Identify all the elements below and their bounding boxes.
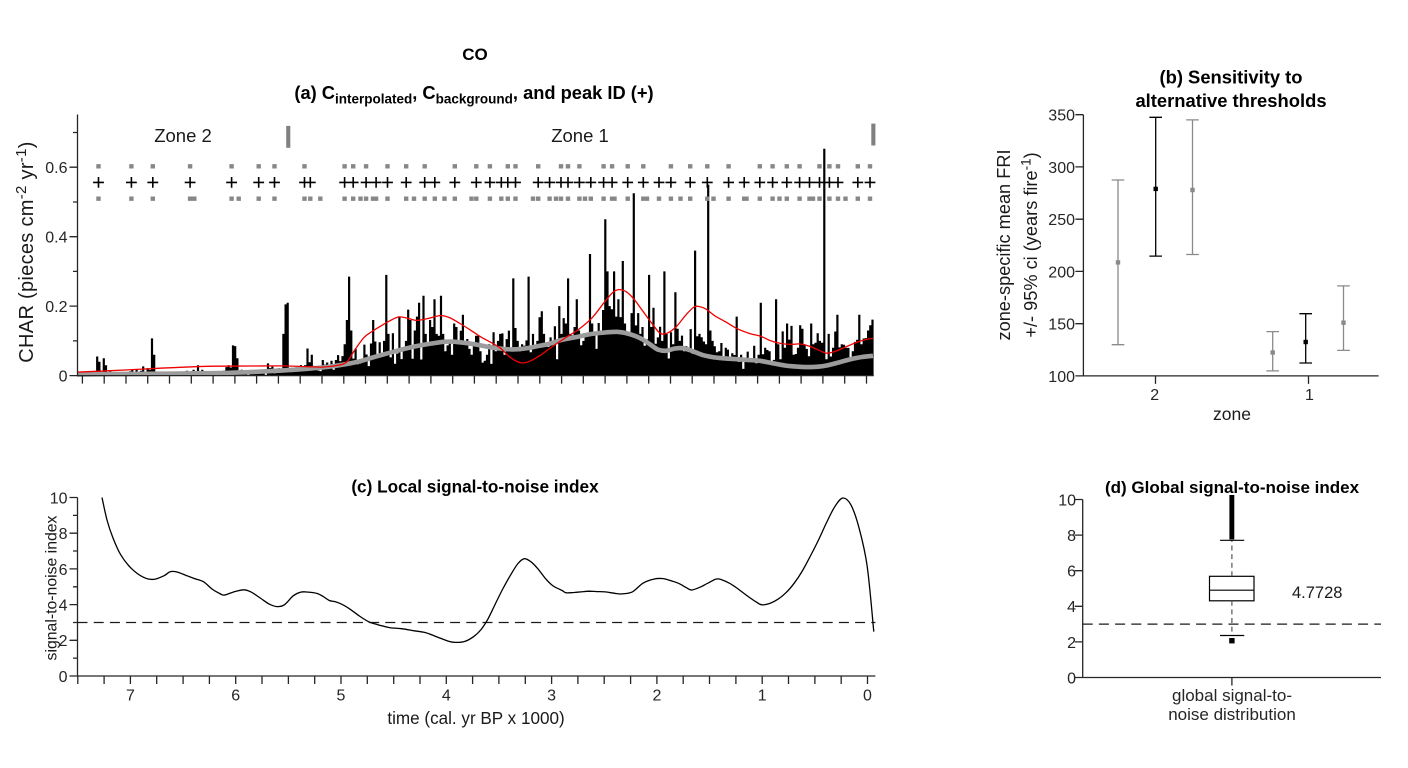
svg-text:150: 150 [1048,317,1075,334]
svg-text:2: 2 [1150,387,1159,404]
svg-text:350: 350 [1048,108,1075,125]
svg-text:8: 8 [1067,528,1076,545]
svg-text:2: 2 [1067,635,1076,652]
svg-text:CHAR (pieces cm-2 yr-1): CHAR (pieces cm-2 yr-1) [13,141,38,362]
svg-text:noise distribution: noise distribution [1168,705,1296,724]
svg-text:signal-to-noise index: signal-to-noise index [44,515,61,660]
svg-text:(c) Local signal-to-noise inde: (c) Local signal-to-noise index [351,477,599,497]
svg-text:Zone 2: Zone 2 [154,125,212,146]
svg-text:100: 100 [1048,369,1075,386]
svg-text:5: 5 [337,688,346,705]
svg-text:200: 200 [1048,264,1075,281]
svg-text:7: 7 [126,688,135,705]
svg-text:10: 10 [50,490,68,507]
svg-text:0: 0 [863,688,872,705]
svg-text:alternative thresholds: alternative thresholds [1135,90,1326,111]
svg-text:(b) Sensitivity to: (b) Sensitivity to [1159,66,1302,87]
svg-text:0: 0 [59,669,68,686]
svg-text:Zone 1: Zone 1 [551,125,609,146]
svg-text:zone-specific mean FRI: zone-specific mean FRI [994,149,1014,340]
svg-text:4: 4 [442,688,451,705]
svg-text:0.6: 0.6 [45,160,67,177]
svg-text:+/- 95% ci (years fire-1): +/- 95% ci (years fire-1) [1019,152,1042,337]
svg-text:0: 0 [59,369,68,386]
svg-text:10: 10 [1058,492,1076,509]
svg-text:time (cal. yr BP x 1000): time (cal. yr BP x 1000) [387,709,564,728]
svg-text:8: 8 [59,526,68,543]
svg-text:CO: CO [462,45,488,64]
svg-text:2: 2 [652,688,661,705]
svg-text:0.4: 0.4 [45,230,67,247]
svg-text:300: 300 [1048,160,1075,177]
svg-text:4: 4 [1067,599,1076,616]
svg-text:3: 3 [547,688,556,705]
svg-text:zone: zone [1213,404,1251,424]
svg-text:6: 6 [231,688,240,705]
svg-text:6: 6 [1067,564,1076,581]
svg-text:0.2: 0.2 [45,299,67,316]
svg-text:global signal-to-: global signal-to- [1172,686,1292,705]
svg-text:(d) Global signal-to-noise ind: (d) Global signal-to-noise index [1105,478,1360,497]
svg-text:4.7728: 4.7728 [1292,584,1342,602]
svg-text:6: 6 [59,562,68,579]
svg-text:2: 2 [59,633,68,650]
svg-text:250: 250 [1048,212,1075,229]
svg-text:0: 0 [1067,670,1076,687]
svg-text:1: 1 [758,688,767,705]
svg-text:1: 1 [1305,387,1314,404]
svg-text:4: 4 [59,598,68,615]
